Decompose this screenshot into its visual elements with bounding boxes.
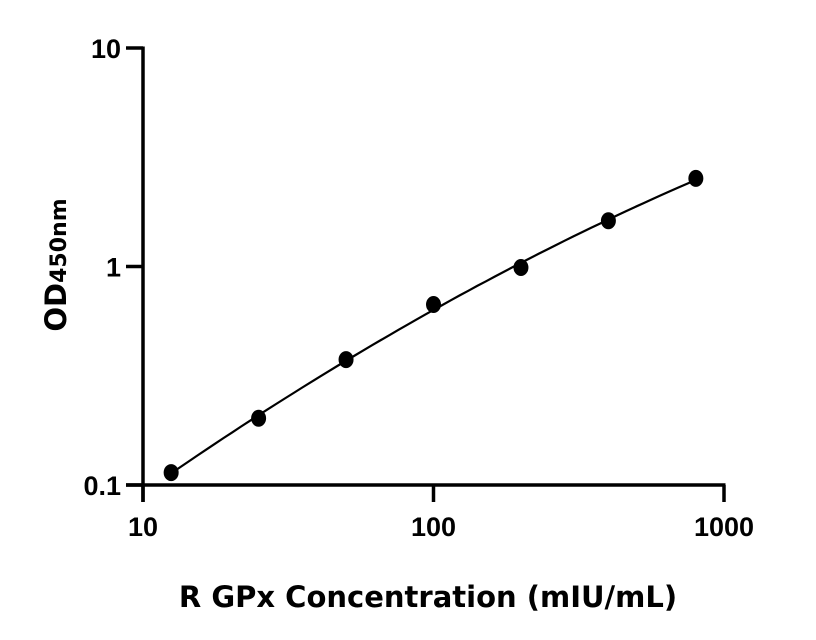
y-tick-label: 10 (91, 34, 121, 64)
axes (126, 46, 726, 502)
data-point (426, 296, 441, 314)
x-tick-label: 100 (411, 512, 456, 542)
x-tick-labels: 10 100 1000 (128, 512, 754, 542)
data-point (338, 351, 354, 369)
data-point (600, 212, 616, 230)
y-axis-title: OD450nm (39, 198, 73, 331)
y-tick-labels: 0.1 1 10 (83, 34, 121, 501)
y-axis-title-sub: 450nm (47, 198, 72, 283)
x-axis-title: R GPx Concentration (mIU/mL) (179, 580, 677, 614)
fit-curve (170, 178, 697, 475)
data-point (513, 258, 529, 276)
y-axis-title-main: OD (39, 283, 73, 332)
y-tick-label: 0.1 (83, 471, 121, 501)
data-points (163, 169, 704, 482)
data-point (688, 169, 704, 187)
y-tick-label: 1 (106, 253, 121, 283)
x-tick-label: 1000 (694, 512, 754, 542)
data-point (163, 464, 179, 482)
x-tick-label: 10 (128, 512, 158, 542)
fit-line (170, 178, 697, 475)
data-point (251, 409, 267, 427)
